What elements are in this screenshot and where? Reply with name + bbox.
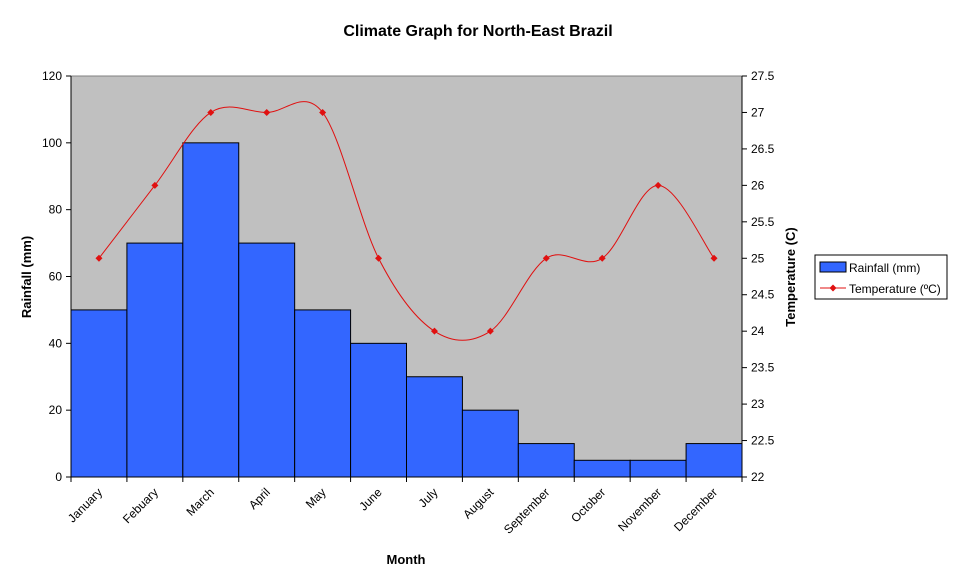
left-axis-ticks: 0 20 40 60 80 100 120: [42, 69, 71, 484]
x-tick-label: April: [246, 485, 273, 512]
rainfall-bar: [573, 459, 631, 478]
temperature-point: [95, 254, 103, 262]
rainfall-bar: [126, 242, 184, 478]
right-tick-label: 24: [751, 324, 765, 338]
rainfall-bar: [461, 409, 519, 478]
x-tick-label: August: [460, 485, 497, 522]
x-tick-label: September: [501, 485, 552, 536]
left-tick-label: 40: [49, 336, 63, 350]
legend-rainfall-swatch: [819, 261, 847, 273]
temperature-point: [710, 254, 718, 262]
right-tick-label: 25.5: [751, 215, 775, 229]
rainfall-bar: [629, 459, 687, 478]
rainfall-bar: [685, 443, 743, 478]
rainfall-bar: [294, 309, 352, 478]
right-tick-label: 26.5: [751, 142, 775, 156]
x-tick-label: June: [356, 485, 385, 514]
rainfall-bar: [517, 443, 575, 478]
legend-rainfall-label: Rainfall (mm): [849, 261, 920, 275]
x-axis-title: Month: [387, 552, 426, 567]
right-tick-label: 23: [751, 397, 765, 411]
right-tick-label: 22.5: [751, 434, 775, 448]
bars-layer: [70, 142, 743, 478]
right-tick-label: 23.5: [751, 361, 775, 375]
left-tick-label: 100: [42, 136, 62, 150]
right-axis-title: Temperature (C): [783, 227, 798, 326]
x-tick-label: Febuary: [120, 485, 161, 526]
x-tick-label: March: [183, 485, 216, 518]
right-tick-label: 27.5: [751, 69, 775, 83]
left-tick-label: 20: [49, 403, 63, 417]
legend-temperature-label: Temperature (ºC): [849, 282, 941, 296]
legend-temperature-marker: [829, 284, 837, 292]
legend: Rainfall (mm) Temperature (ºC): [814, 254, 948, 300]
left-tick-label: 60: [49, 270, 63, 284]
temperature-line-layer: [95, 101, 718, 341]
rainfall-bar: [238, 242, 296, 478]
rainfall-bar: [182, 142, 240, 478]
temperature-point: [430, 327, 438, 335]
right-tick-label: 22: [751, 470, 765, 484]
right-tick-label: 27: [751, 105, 765, 119]
left-tick-label: 80: [49, 203, 63, 217]
temperature-point: [263, 108, 271, 116]
temperature-point: [598, 254, 606, 262]
temperature-point: [375, 254, 383, 262]
x-tick-label: January: [65, 485, 105, 525]
temperature-point: [654, 181, 662, 189]
rainfall-bar: [70, 309, 128, 478]
x-tick-label: May: [303, 485, 329, 511]
temperature-point: [151, 181, 159, 189]
right-tick-label: 25: [751, 251, 765, 265]
right-tick-label: 26: [751, 178, 765, 192]
temperature-point: [486, 327, 494, 335]
x-tick-label: December: [671, 485, 720, 534]
left-tick-label: 0: [55, 470, 62, 484]
left-tick-label: 120: [42, 69, 62, 83]
x-tick-label: July: [416, 485, 441, 510]
x-axis-ticks: January Febuary March April May June July Augus…: [65, 477, 743, 537]
temperature-point: [207, 108, 215, 116]
right-tick-label: 24.5: [751, 288, 775, 302]
left-axis-title: Rainfall (mm): [19, 236, 34, 318]
right-axis-ticks: 22 22.5 23 23.5 24 24.5 25 25.5 26 26.5 27 27.5: [742, 69, 775, 484]
temperature-line: [98, 101, 715, 341]
rainfall-bar: [406, 376, 463, 478]
x-tick-label: November: [615, 485, 664, 534]
temperature-point: [319, 108, 327, 116]
x-tick-label: October: [568, 485, 608, 525]
rainfall-bar: [350, 342, 408, 478]
temperature-point: [542, 254, 550, 262]
chart-title: Climate Graph for North-East Brazil: [343, 23, 612, 40]
